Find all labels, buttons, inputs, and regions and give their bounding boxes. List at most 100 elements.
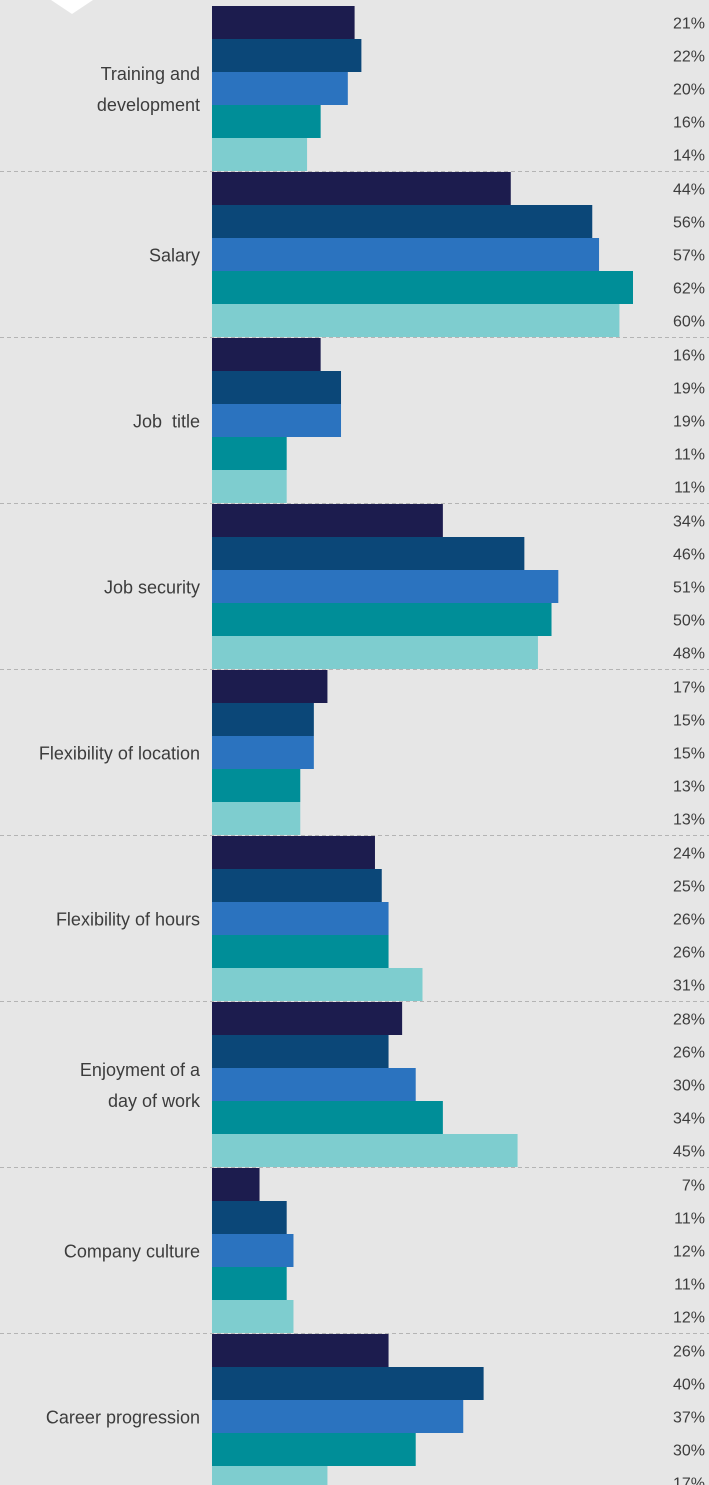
value-label: 20% [673,82,705,99]
category-label: Company culture [64,1242,200,1262]
bar [212,437,287,470]
category-group: 7% 11% 12% 11% 12% Company culture [64,1168,705,1333]
value-label: 16% [673,115,705,132]
bar [212,802,301,835]
value-label: 26% [673,1344,705,1361]
bar [212,1400,464,1433]
bar [212,1367,484,1400]
category-group: 21% 22% 20% 16% 14% Training and development [97,6,705,171]
value-label: 34% [673,1111,705,1128]
bar [212,1002,403,1035]
bar [212,1035,389,1068]
value-label: 15% [673,713,705,730]
bar [212,205,593,238]
category-group: 16% 19% 19% 11% 11% Job title [133,338,705,503]
category-label: Job security [104,578,200,598]
value-label: 57% [673,248,705,265]
bar [212,238,600,271]
value-label: 22% [673,49,705,66]
value-label: 30% [673,1443,705,1460]
bar [212,1267,287,1300]
value-label: 19% [673,414,705,431]
bar [212,869,382,902]
category-label: Career progression [46,1408,200,1428]
bar [212,1300,294,1333]
bar [212,371,342,404]
bar [212,470,287,503]
bar [212,172,511,205]
bar [212,1234,294,1267]
value-label: 40% [673,1377,705,1394]
value-label: 28% [673,1012,705,1029]
value-label: 12% [673,1310,705,1327]
bar [212,703,314,736]
value-label: 30% [673,1078,705,1095]
category-label: Training and [101,64,200,84]
value-label: 48% [673,646,705,663]
bar [212,39,362,72]
value-label: 15% [673,746,705,763]
value-label: 11% [674,480,705,497]
bar [212,72,348,105]
bar [212,603,552,636]
value-label: 26% [673,912,705,929]
value-label: 56% [673,215,705,232]
value-label: 31% [673,978,705,995]
value-label: 13% [673,812,705,829]
bar [212,304,620,337]
value-label: 19% [673,381,705,398]
bar [212,138,308,171]
value-label: 17% [673,1476,705,1485]
value-label: 11% [674,447,705,464]
value-label: 25% [673,879,705,896]
bar [212,338,321,371]
bar [212,1466,328,1485]
value-label: 24% [673,846,705,863]
value-label: 62% [673,281,705,298]
bar [212,6,355,39]
category-label: Enjoyment of a [80,1060,201,1080]
bar [212,1101,443,1134]
value-label: 16% [673,348,705,365]
value-label: 26% [673,1045,705,1062]
value-label: 11% [674,1277,705,1294]
bar [212,736,314,769]
value-label: 17% [673,680,705,697]
value-label: 21% [673,16,705,33]
bar [212,105,321,138]
value-label: 26% [673,945,705,962]
bar [212,636,538,669]
value-label: 7% [682,1178,705,1195]
value-label: 46% [673,547,705,564]
bar [212,537,525,570]
category-label: development [97,95,200,115]
bar [212,1334,389,1367]
category-group: 26% 40% 37% 30% 17% Career progression [46,1334,705,1485]
category-group: 17% 15% 15% 13% 13% Flexibility of location [39,670,705,835]
bar [212,670,328,703]
category-label: Job title [133,412,200,432]
category-group: 24% 25% 26% 26% 31% Flexibility of hours [56,836,705,1001]
bar [212,935,389,968]
category-label: Flexibility of hours [56,910,200,930]
category-label: day of work [108,1091,201,1111]
value-label: 14% [673,148,705,165]
bar [212,504,443,537]
pointer-notch-icon [51,0,93,14]
value-label: 12% [673,1244,705,1261]
value-label: 50% [673,613,705,630]
value-label: 44% [673,182,705,199]
bar [212,570,559,603]
bar [212,1433,416,1466]
category-group: 28% 26% 30% 34% 45% Enjoyment of a day of work [80,1002,705,1167]
bar [212,1168,260,1201]
bar [212,836,375,869]
value-label: 11% [674,1211,705,1228]
value-label: 34% [673,514,705,531]
bar [212,968,423,1001]
value-label: 13% [673,779,705,796]
category-group: 34% 46% 51% 50% 48% Job security [104,504,705,669]
bar [212,404,342,437]
value-label: 51% [673,580,705,597]
